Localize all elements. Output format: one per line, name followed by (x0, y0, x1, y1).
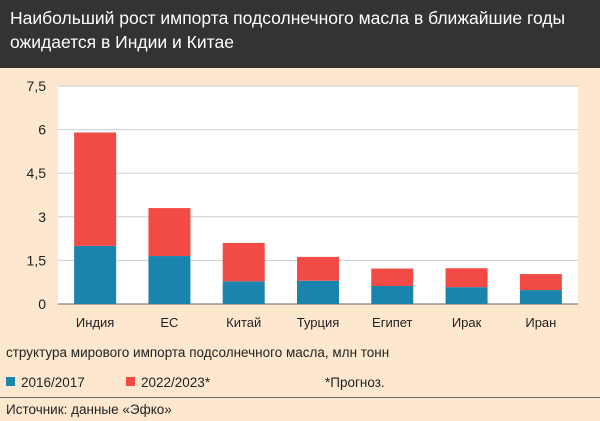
x-tick-label: ЕС (160, 315, 178, 330)
x-tick-label: Ирак (452, 315, 482, 330)
y-axis: 0 1,5 3 4,5 6 7,5 (27, 78, 47, 312)
bar-segment-series-2 (371, 268, 414, 286)
y-tick-label: 4,5 (27, 165, 47, 181)
forecast-note: *Прогноз. (325, 375, 385, 390)
legend-label-series-1: 2016/2017 (21, 375, 85, 390)
bar-segment-series-2 (222, 242, 265, 282)
x-tick-label: Китай (226, 315, 261, 330)
chart-title: Наибольший рост импорта подсолнечного ма… (10, 8, 566, 52)
bar-segment-series-2 (148, 208, 191, 257)
bar-segment-series-1 (519, 290, 562, 304)
y-tick-label: 0 (38, 296, 46, 312)
x-tick-label: Египет (372, 315, 413, 330)
x-axis: Индия ЕС Китай Турция Египет Ирак Иран (76, 315, 556, 330)
bar-segment-series-1 (222, 281, 265, 304)
bar-segment-series-2 (297, 256, 339, 281)
bar-segment-series-2 (519, 274, 562, 291)
chart-caption: структура мирового импорта подсолнечного… (6, 345, 390, 360)
title-bar: Наибольший рост импорта подсолнечного ма… (0, 0, 600, 68)
bar-segment-series-1 (148, 256, 191, 304)
bar-segment-series-1 (297, 280, 339, 304)
x-tick-label: Индия (76, 315, 114, 330)
legend-label-series-2: 2022/2023* (141, 375, 211, 390)
bar-segment-series-2 (74, 132, 117, 246)
divider (0, 397, 600, 398)
legend-swatch-series-1 (6, 377, 15, 386)
source-note: Источник: данные «Эфко» (6, 402, 172, 417)
legend-item-series-2: 2022/2023* (126, 375, 210, 390)
bars (74, 132, 562, 304)
bar-segment-series-2 (445, 268, 488, 288)
bar-segment-series-1 (371, 285, 414, 304)
x-tick-label: Иран (525, 315, 556, 330)
y-tick-label: 1,5 (27, 252, 47, 268)
y-tick-label: 6 (38, 122, 46, 138)
legend-swatch-series-2 (126, 377, 135, 386)
legend-item-series-1: 2016/2017 (6, 375, 85, 390)
bar-segment-series-1 (74, 245, 117, 304)
y-tick-label: 3 (38, 209, 46, 225)
bar-chart: 0 1,5 3 4,5 6 7,5 Индия ЕС Китай Турция Египет Ира… (27, 78, 578, 330)
y-tick-label: 7,5 (27, 78, 47, 94)
bar-segment-series-1 (445, 287, 488, 304)
x-tick-label: Турция (297, 315, 340, 330)
